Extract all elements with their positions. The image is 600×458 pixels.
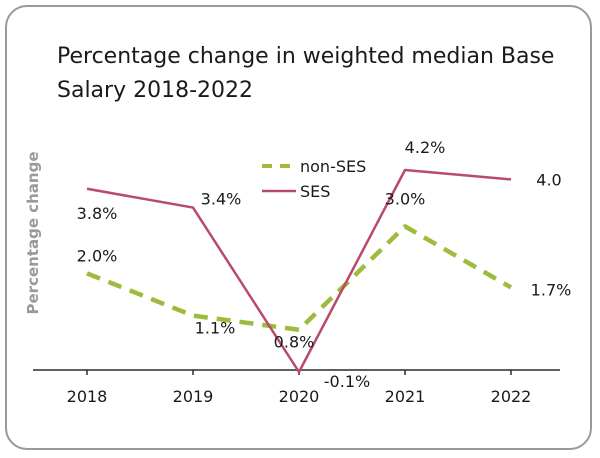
data-label: 3.8% <box>77 204 118 223</box>
data-label: 1.7% <box>531 280 572 299</box>
data-label: 4.2% <box>405 138 446 157</box>
chart-card <box>5 5 592 450</box>
x-axis-ticks: 2018 2019 2020 2021 2022 <box>67 370 532 406</box>
x-tick-label: 2018 <box>67 387 108 406</box>
y-axis-label: Percentage change <box>24 151 42 314</box>
series-layer <box>86 168 513 374</box>
data-labels: 2.0% 1.1% 0.8% 3.0% 1.7% 3.8% 3.4% -0.1% 4.2% 4.0 <box>77 138 572 391</box>
series-line-non-ses <box>86 224 513 332</box>
x-tick-label: 2021 <box>385 387 426 406</box>
legend: non-SES SES <box>262 157 366 201</box>
data-label: 3.0% <box>385 189 426 208</box>
x-tick-label: 2019 <box>173 387 214 406</box>
x-tick-label: 2022 <box>491 387 532 406</box>
data-label: 4.0 <box>536 170 561 189</box>
data-label: 0.8% <box>274 333 315 352</box>
data-label: -0.1% <box>324 372 370 391</box>
data-label: 2.0% <box>77 246 118 265</box>
data-label: 1.1% <box>195 319 236 338</box>
x-tick-label: 2020 <box>279 387 320 406</box>
chart-title: Percentage change in weighted median Bas… <box>57 44 555 103</box>
legend-label: SES <box>300 182 330 201</box>
data-label: 3.4% <box>201 190 242 209</box>
legend-label: non-SES <box>300 157 366 176</box>
